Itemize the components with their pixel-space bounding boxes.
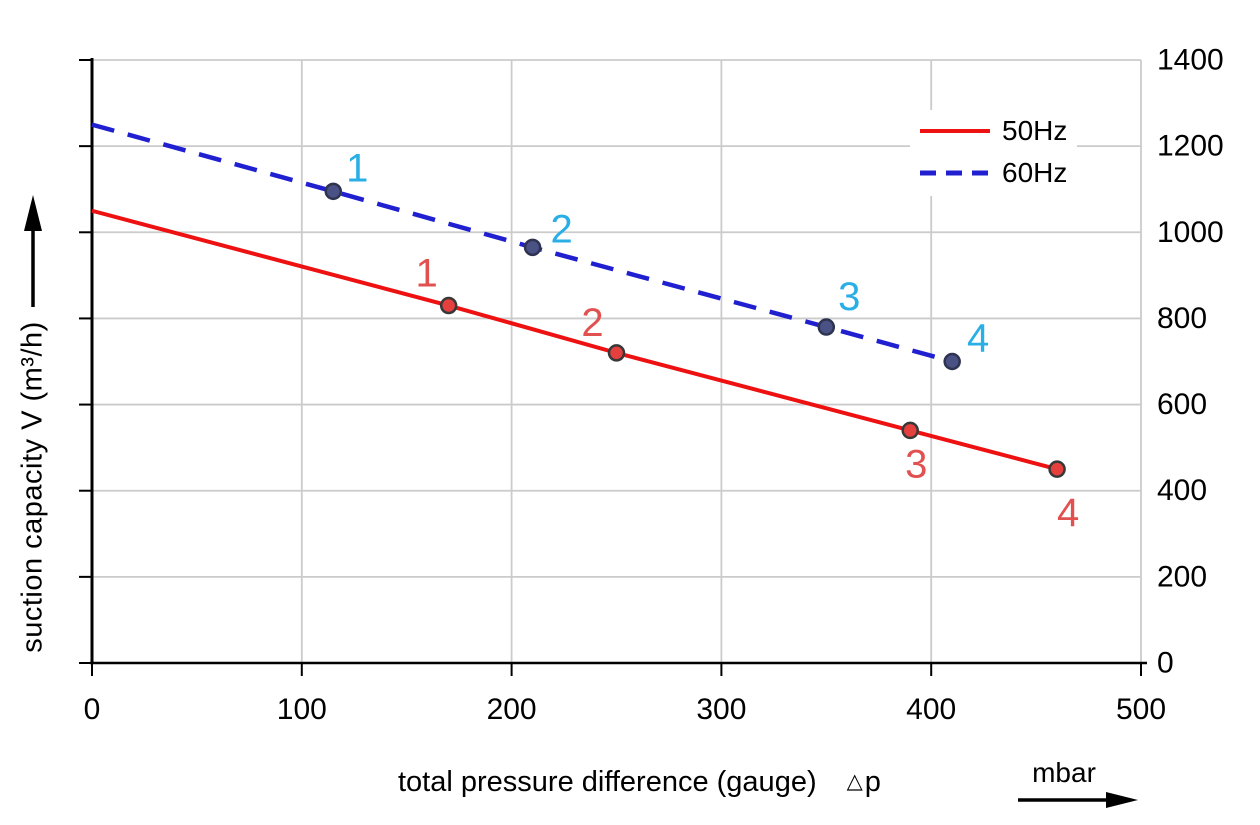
point-label-50hz-3: 3 — [905, 442, 927, 486]
right-arrow-icon — [1018, 792, 1138, 808]
point-label-50hz-2: 2 — [581, 301, 603, 345]
legend: 50Hz 60Hz — [910, 110, 1078, 196]
x-tick-label-100: 100 — [277, 693, 327, 726]
y-tick-label-600: 600 — [1157, 388, 1207, 421]
point-label-60hz-3: 3 — [838, 275, 860, 319]
x-axis-title-text: total pressure difference (gauge) — [398, 766, 817, 798]
x-axis-variable: p — [864, 766, 881, 798]
x-tick-label-400: 400 — [906, 693, 956, 726]
y-tick-label-400: 400 — [1157, 474, 1207, 507]
y-axis-title: suction capacity V (m³/h) — [16, 321, 49, 653]
data-point-60hz-2 — [523, 238, 542, 257]
legend-label-50hz: 50Hz — [1002, 115, 1068, 146]
data-point-60hz-1 — [324, 182, 343, 201]
y-tick-label-1400: 1400 — [1157, 44, 1224, 77]
data-point-50hz-1 — [439, 296, 458, 315]
point-label-50hz-1: 1 — [416, 252, 438, 296]
legend-item-60hz: 60Hz — [920, 156, 1067, 190]
legend-swatch-dashed-icon — [920, 170, 990, 176]
x-axis-title: total pressure difference (gauge) △ p — [398, 766, 881, 799]
point-label-50hz-4: 4 — [1057, 491, 1079, 535]
delta-symbol: △ — [846, 770, 863, 793]
data-point-60hz-4 — [943, 352, 961, 371]
y-tick-label-1000: 1000 — [1157, 216, 1224, 249]
point-label-60hz-1: 1 — [346, 146, 368, 190]
data-point-50hz-2 — [607, 344, 626, 362]
legend-item-50hz: 50Hz — [920, 114, 1067, 148]
data-point-60hz-3 — [817, 318, 836, 336]
point-label-60hz-2: 2 — [550, 207, 572, 251]
x-axis-unit: mbar — [1032, 757, 1096, 788]
legend-swatch-solid-icon — [920, 129, 990, 133]
x-tick-label-500: 500 — [1116, 693, 1166, 726]
y-tick-label-1200: 1200 — [1157, 130, 1224, 163]
legend-label-60hz: 60Hz — [1002, 157, 1068, 188]
data-point-50hz-4 — [1048, 460, 1066, 478]
point-label-60hz-4: 4 — [967, 317, 989, 361]
y-tick-label-800: 800 — [1157, 302, 1207, 335]
y-tick-label-200: 200 — [1157, 560, 1207, 593]
data-point-50hz-3 — [901, 421, 919, 440]
up-arrow-icon — [24, 195, 42, 307]
y-tick-label-0: 0 — [1157, 647, 1174, 680]
x-tick-label-200: 200 — [487, 693, 537, 726]
x-tick-label-0: 0 — [84, 693, 101, 726]
x-tick-label-300: 300 — [696, 693, 746, 726]
